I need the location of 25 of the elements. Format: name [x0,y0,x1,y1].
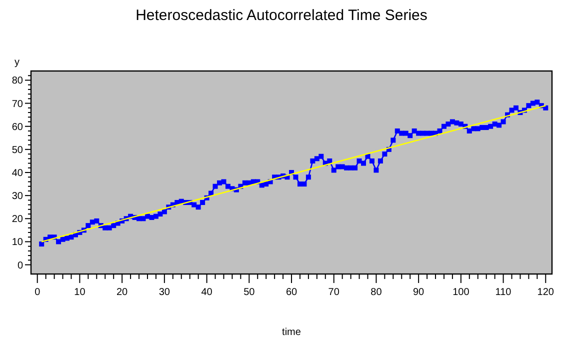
x-axis-title: time [282,327,302,338]
x-tick-label: 80 [370,287,382,298]
y-tick-label: 80 [12,76,24,87]
x-tick-label: 60 [286,287,298,298]
x-tick-label: 110 [495,287,512,298]
x-tick-label: 40 [201,287,213,298]
y-tick-label: 60 [12,122,24,133]
y-tick-label: 70 [12,98,24,110]
x-tick-label: 0 [34,287,41,298]
y-tick-label: 40 [12,168,24,179]
y-tick-label: 30 [12,191,24,202]
y-tick-label: 10 [12,237,24,248]
x-tick-label: 30 [158,287,170,298]
x-tick-label: 50 [244,287,256,298]
x-tick-label: 70 [328,287,340,298]
x-tick-label: 100 [452,287,470,298]
x-tick-label: 90 [413,287,425,298]
y-tick-label: 50 [12,144,24,156]
x-tick-label: 10 [74,287,86,298]
x-tick-label: 20 [116,287,128,298]
chart-title: Heteroscedastic Autocorrelated Time Series [136,7,428,24]
y-axis-title: y [14,57,20,68]
y-tick-label: 20 [12,214,24,226]
x-tick-label: 120 [537,287,554,298]
y-tick-label: 0 [17,260,24,272]
